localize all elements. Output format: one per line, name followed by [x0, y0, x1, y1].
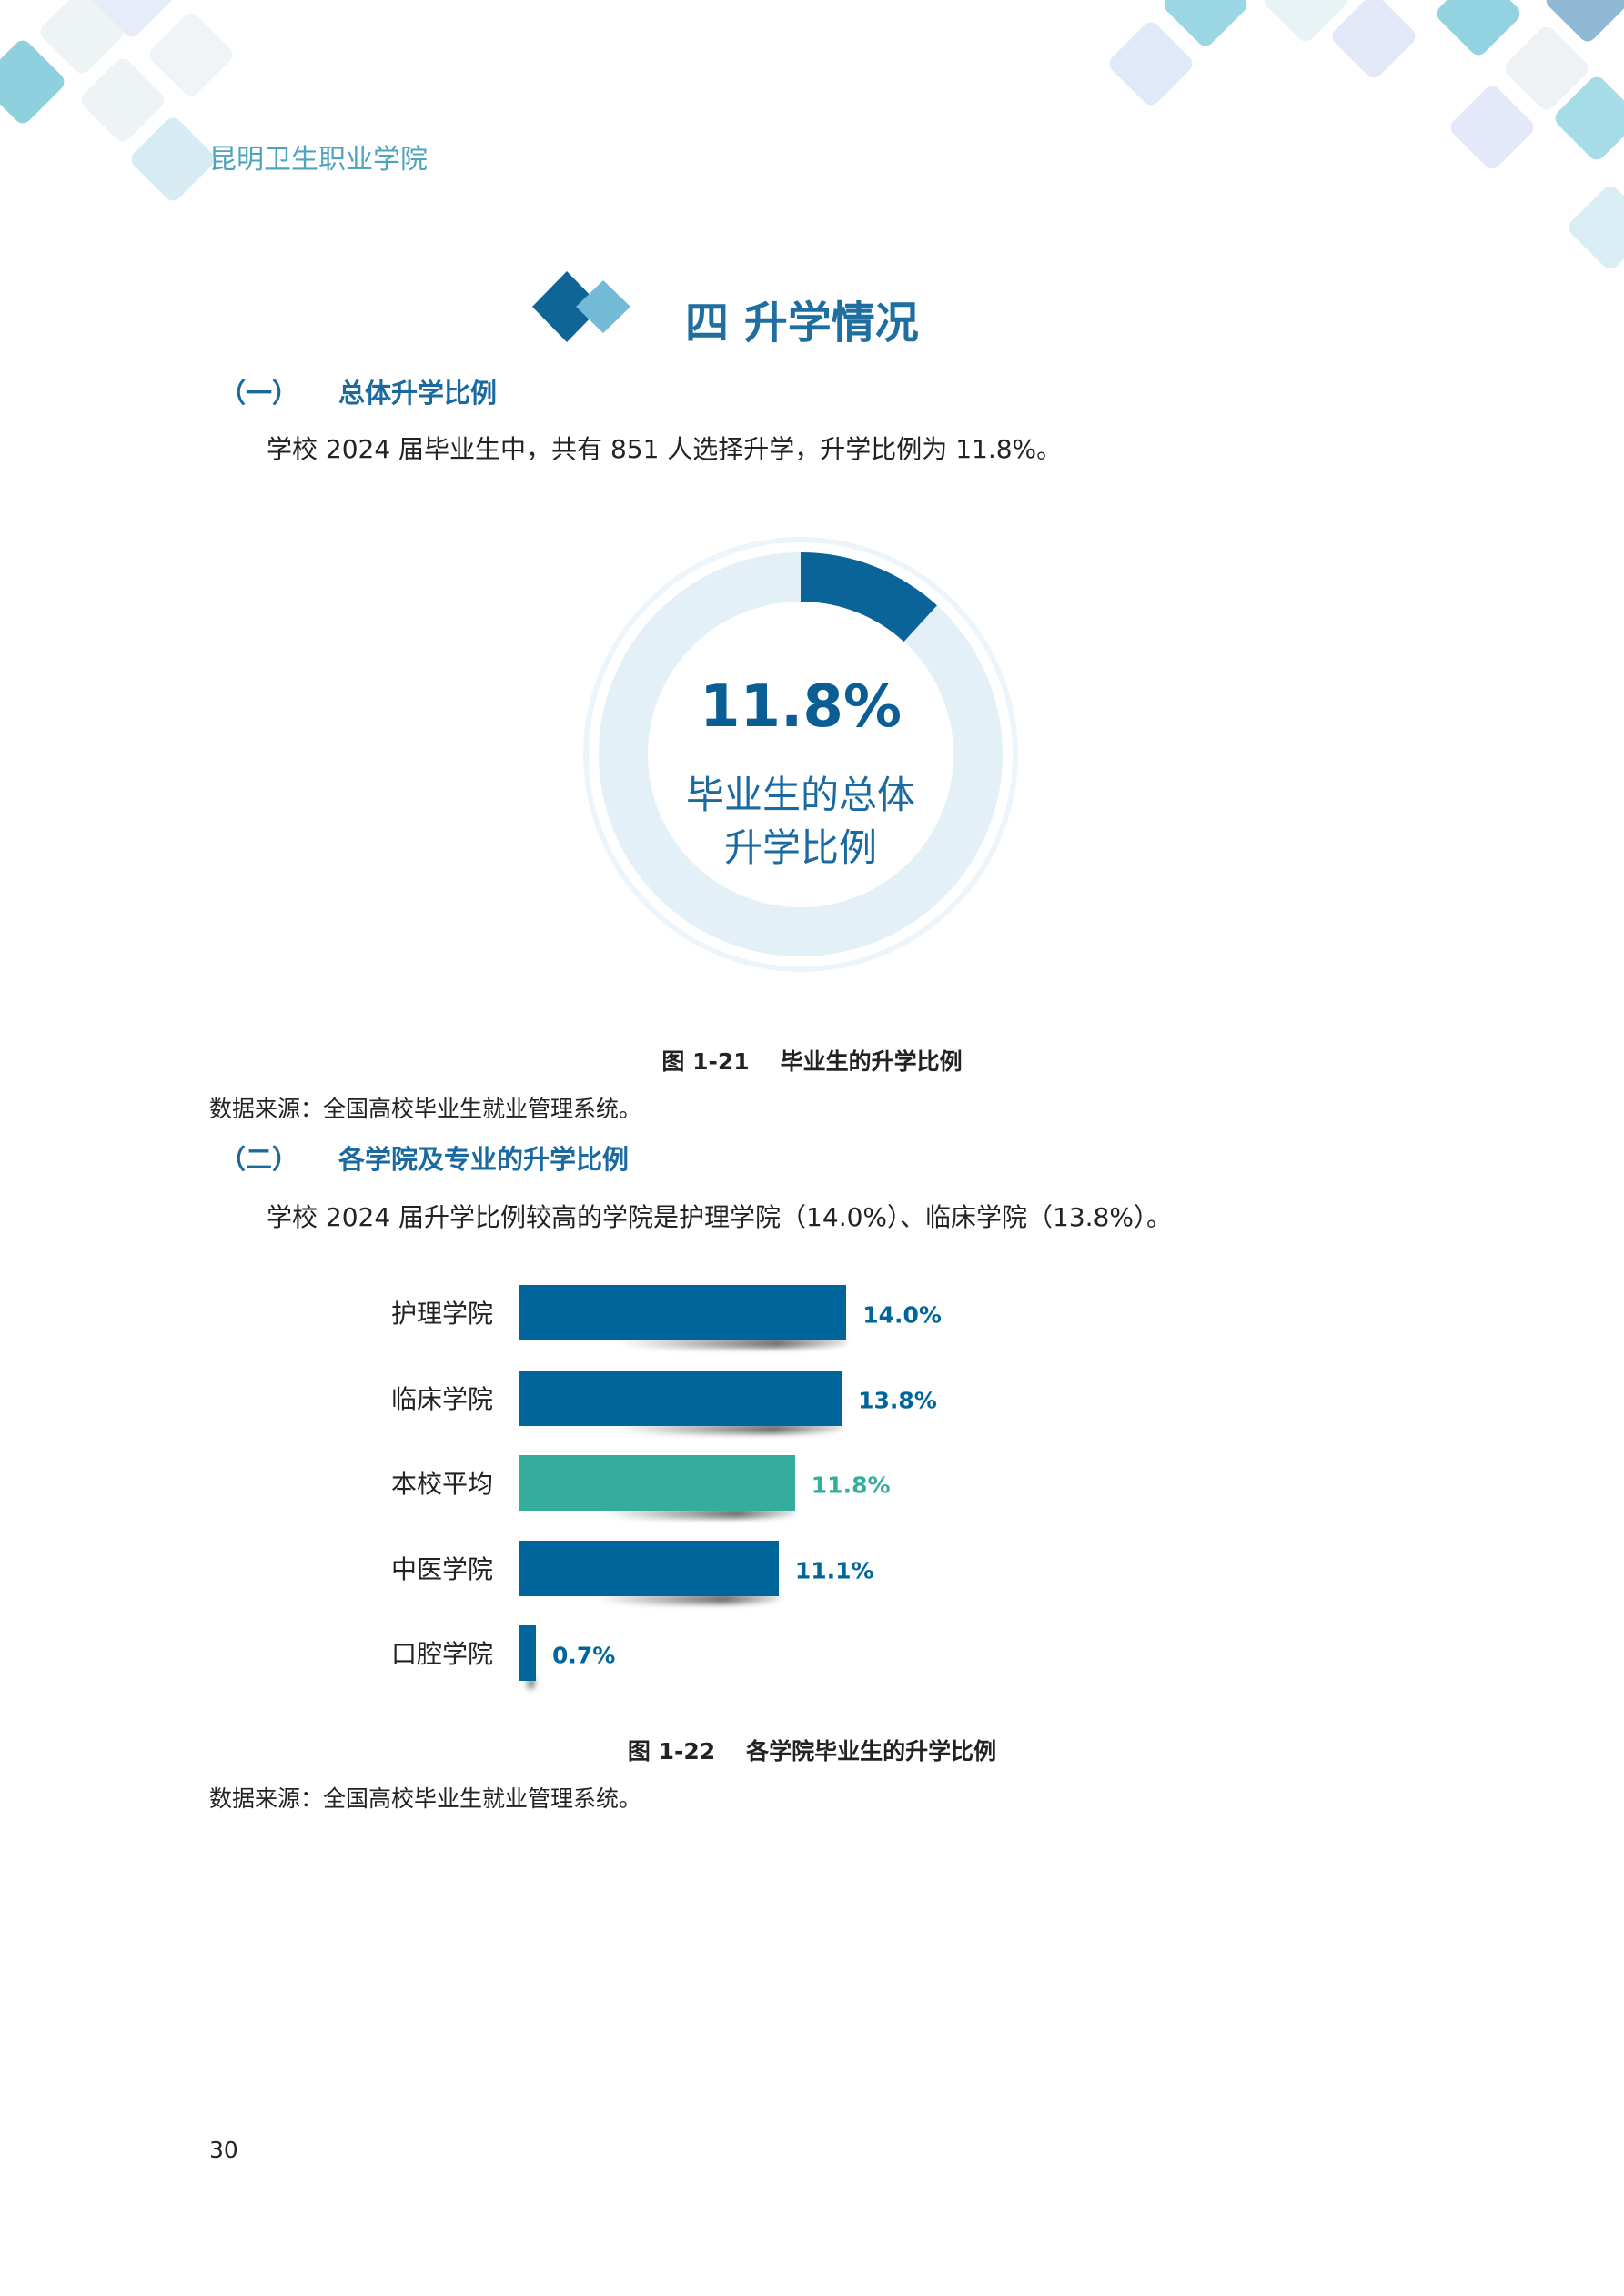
bar — [519, 1370, 842, 1426]
section-title: 四 升学情况 — [685, 298, 919, 349]
donut-value-label: 11.8% — [699, 673, 903, 741]
caption-title: 毕业生的升学比例 — [780, 1048, 963, 1075]
subsection-title: 总体升学比例 — [338, 378, 498, 409]
bar-shadow — [597, 1593, 779, 1604]
subsection-title: 各学院及专业的升学比例 — [338, 1144, 630, 1175]
bar-category-label: 护理学院 — [390, 1299, 493, 1329]
bar-shadow — [617, 1338, 847, 1349]
bar-category-label: 临床学院 — [390, 1383, 493, 1414]
donut-remainder-slice — [599, 552, 1003, 956]
subsection-number: （一） — [219, 378, 299, 409]
bar-shadow — [601, 1508, 795, 1519]
bar-category-label: 本校平均 — [390, 1469, 493, 1499]
subsection-number: （二） — [219, 1144, 299, 1175]
bar-value-label: 14.0% — [862, 1301, 942, 1329]
caption-number: 图 1-22 — [627, 1738, 716, 1765]
data-source: 数据来源：全国高校毕业生就业管理系统。 — [209, 1096, 642, 1122]
bar-value-label: 13.8% — [858, 1387, 937, 1413]
page-number: 30 — [209, 2137, 238, 2163]
subsection-heading-1: （一） 总体升学比例 — [219, 372, 497, 410]
bar-category-label: 中医学院 — [390, 1553, 493, 1584]
figure-caption-2: 图 1-22 各学院毕业生的升学比例 — [0, 1734, 1624, 1766]
donut-chart — [583, 537, 1018, 972]
bar — [519, 1455, 795, 1511]
paragraph: 学校 2024 届毕业生中，共有 851 人选择升学，升学比例为 11.8%。 — [267, 434, 1063, 464]
diamond-icon — [532, 271, 630, 342]
bar — [519, 1625, 536, 1681]
figure-caption-1: 图 1-21 毕业生的升学比例 — [0, 1044, 1624, 1077]
bar-value-label: 11.1% — [794, 1557, 874, 1583]
bar-value-label: 0.7% — [551, 1642, 616, 1669]
donut-center-line: 毕业生的总体 — [685, 773, 915, 817]
bar-value-label: 11.8% — [811, 1472, 891, 1499]
bar-category-label: 口腔学院 — [390, 1639, 493, 1669]
data-source: 数据来源：全国高校毕业生就业管理系统。 — [209, 1785, 642, 1812]
institution-name: 昆明卫生职业学院 — [209, 144, 428, 176]
donut-center-text: 毕业生的总体 升学比例 — [582, 769, 1019, 875]
bar — [519, 1540, 779, 1596]
bar-shadow — [524, 1678, 536, 1689]
donut-outer-ring — [583, 537, 1018, 972]
donut-value-slice — [801, 552, 937, 642]
paragraph: 学校 2024 届升学比例较高的学院是护理学院（14.0%）、临床学院（13.8… — [267, 1202, 1172, 1232]
caption-number: 图 1-21 — [661, 1048, 750, 1075]
caption-title: 各学院毕业生的升学比例 — [746, 1738, 997, 1765]
bar — [519, 1285, 847, 1340]
subsection-heading-2: （二） 各学院及专业的升学比例 — [219, 1138, 629, 1177]
bar-shadow — [616, 1422, 842, 1434]
donut-center-line: 升学比例 — [723, 825, 877, 870]
